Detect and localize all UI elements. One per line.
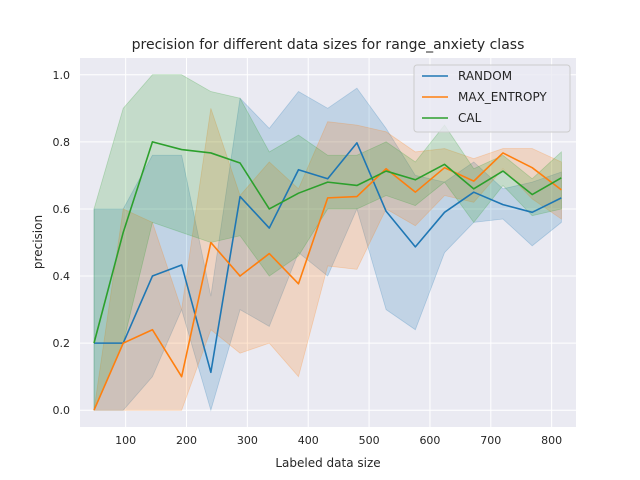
x-tick-label: 300	[237, 434, 258, 447]
line-cal	[93, 141, 562, 344]
y-tick-label: 0.6	[53, 203, 71, 216]
x-tick-label: 200	[176, 434, 197, 447]
legend: RANDOM MAX_ENTROPY CAL	[413, 64, 571, 133]
y-tick-label: 0.8	[53, 136, 71, 149]
x-tick-label: 800	[541, 434, 562, 447]
line-random	[93, 142, 562, 374]
series-lines	[93, 141, 562, 411]
x-tick-label: 100	[115, 434, 136, 447]
y-tick-label: 0.4	[53, 270, 71, 283]
confidence-bands	[93, 74, 562, 412]
legend-box	[413, 64, 571, 133]
y-axis-ticks: 0.0 0.2 0.4 0.6 0.8 1.0	[53, 69, 71, 417]
y-axis-label: precision	[31, 215, 45, 269]
legend-label-max-entropy: MAX_ENTROPY	[458, 90, 547, 104]
x-axis-label: Labeled data size	[275, 456, 380, 470]
x-tick-label: 600	[419, 434, 440, 447]
x-axis-ticks: 100 200 300 400 500 600 700 800	[115, 434, 562, 447]
x-tick-label: 700	[480, 434, 501, 447]
x-tick-label: 400	[298, 434, 319, 447]
band-random	[93, 87, 562, 412]
chart-title: precision for different data sizes for r…	[132, 37, 525, 53]
x-tick-label: 500	[359, 434, 380, 447]
y-tick-label: 1.0	[53, 69, 71, 82]
band-max-entropy	[93, 108, 562, 411]
legend-label-cal: CAL	[458, 111, 482, 125]
line-max-entropy	[93, 152, 562, 411]
y-tick-label: 0.2	[53, 337, 71, 350]
y-tick-label: 0.0	[53, 404, 71, 417]
band-cal	[93, 74, 562, 411]
legend-label-random: RANDOM	[458, 69, 512, 83]
